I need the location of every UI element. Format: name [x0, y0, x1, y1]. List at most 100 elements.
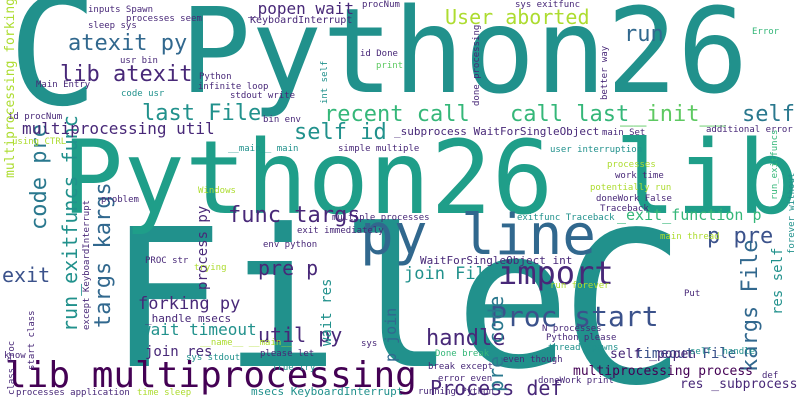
word-additional-error: additional error [706, 125, 793, 135]
word-call-last: call last [510, 102, 630, 127]
word-forking-py: forking py [138, 294, 241, 314]
word-join-file: join File [404, 264, 497, 284]
word-main-thread: main thread [660, 232, 720, 242]
word-popen-wait: _popen wait [248, 0, 354, 18]
word-even-though: even though [503, 355, 563, 365]
word-id-done: id Done [360, 49, 398, 59]
word-waitforsingleobject-int: WaitForSingleObject int [420, 254, 573, 267]
word-n-processes: N processes [542, 324, 602, 334]
word-c-right: C [560, 187, 687, 400]
word-multiprocessing-process: multiprocessing process [573, 364, 754, 379]
word-know: know [4, 351, 26, 361]
word-handle: handle [426, 326, 506, 351]
word-p-join: p join [382, 307, 400, 362]
word-def: def [762, 371, 779, 381]
word-c-left: C [8, 0, 99, 140]
word-exit-immediately: exit immediately [297, 226, 384, 236]
word-print: print [376, 61, 404, 71]
word-work-time: work time [615, 171, 664, 181]
word-res-subprocess: res _subprocess [680, 377, 798, 392]
word-handle-msecs: _handle msecs [145, 312, 232, 325]
word-put: Put [684, 289, 701, 299]
word-usr-bin: usr bin [120, 56, 158, 66]
word-done-processing: done processing [472, 24, 482, 106]
word-multiple-processes: multiple processes [332, 213, 430, 223]
word-p-pre: p pre [707, 224, 774, 249]
word-code-usr: code usr [121, 89, 165, 99]
word-self: self [742, 102, 795, 127]
word-file-large: File [108, 189, 571, 400]
word-error: Error [752, 27, 780, 37]
word-done-break: Done break [435, 349, 490, 359]
word-python26-lib: Python26 lib [62, 119, 799, 238]
word-python-small: Python [199, 72, 232, 82]
word-run: run [624, 22, 664, 47]
word-wait-timeout: wait timeout [141, 320, 257, 339]
word-util-py: util py [258, 323, 343, 347]
word-lib-atexit: lib atexit [60, 62, 193, 87]
word-import: import [498, 254, 614, 292]
word-pre-p: pre p [258, 256, 319, 280]
word-except-keyboardinterrupt: except KeyboardInterrupt [82, 199, 92, 330]
word-running-python: running Python [418, 387, 494, 397]
word-error-even: error even [438, 374, 493, 384]
word-thread-spawns: thread spawns [548, 343, 619, 353]
word-processes-application: processes application [16, 388, 130, 398]
word-last-file: last File [142, 101, 262, 126]
word-exit: exit [2, 263, 51, 287]
word-main-main: __main__ main [228, 144, 299, 154]
word-process-py: process py [195, 205, 211, 290]
word-sys-exitfunc: sys exitfunc [515, 0, 581, 10]
word-subprocess-waitforsingleobject: _subprocess WaitForSingleObject [394, 125, 600, 138]
word-traceback: Traceback [600, 204, 649, 214]
word-donework-false: doneWork False [596, 194, 672, 204]
word-processes: processes [607, 160, 656, 170]
word-start-class: start class [27, 310, 37, 370]
word-proc-str: PROC str [145, 256, 189, 266]
word-wait-res: wait res [319, 278, 335, 346]
word-python-please: Python please [546, 333, 617, 343]
word-trying: trying [194, 263, 227, 273]
word-py-line: py line [360, 203, 597, 268]
word-msecs-keyboardinterrupt: msecs KeyboardInterrupt [251, 385, 404, 398]
word-stdout-write: stdout write [230, 91, 296, 101]
word-res-self: res self [770, 247, 786, 315]
word-processes-seem: processes seem [126, 14, 202, 24]
word-donework-print: doneWork print [538, 376, 614, 386]
word-better-way: better way [600, 45, 610, 100]
word-name-main: __name__ __main__ [200, 338, 293, 348]
word-recent-call: recent call [324, 102, 470, 127]
word-self-popen: self _popen [610, 347, 697, 362]
word-self-id: self id [294, 120, 387, 145]
word-keyboardinterrupt: KeyboardInterrupt [250, 15, 353, 26]
word-user-interruption: user interruption [550, 145, 643, 155]
word-run-exitfuncs-func: run_exitfuncs func [58, 115, 82, 332]
word-time-sleep: time sleep [137, 388, 192, 398]
word-lib-multiprocessing: lib multiprocessing [5, 355, 417, 396]
word-main-set: main Set [602, 128, 646, 138]
word-join-res: join res [145, 344, 213, 360]
word-self-handle: self _handle [690, 347, 756, 357]
word-sys: sys [361, 339, 378, 349]
word-inputs-spawn: inputs Spawn [88, 5, 154, 15]
word-proc-start: Proc start [490, 300, 659, 333]
word-exit-function-p: _exit_function p [617, 206, 762, 224]
word-atexit-py: atexit py [68, 31, 188, 56]
word-true-try: True try [272, 363, 316, 373]
word-procnum: procNum [362, 0, 400, 10]
word-multiprocessing-forking: multiprocessing forking [3, 0, 18, 178]
word-exitfunc-traceback: exitfunc Traceback [517, 213, 615, 223]
word-id-procnum: id procNum [8, 112, 63, 122]
word-class-proc: class Proc [7, 340, 17, 395]
word-using-ctrl: using CTRL [12, 137, 67, 147]
word-forever-without: forever without [787, 172, 797, 254]
word-timeout-file: timeout File [635, 346, 737, 362]
word-break-except: break except [428, 362, 494, 372]
word-run-forever: run forever [550, 281, 610, 291]
word-bin-env: bin env [263, 115, 301, 125]
word-func-targs: func targs [228, 203, 361, 228]
word-env-python: env python [263, 240, 318, 250]
word-run-exitfuncs-small: run_exitfuncs [770, 129, 780, 200]
word-multiprocessing-util: multiprocessing util [22, 119, 215, 138]
